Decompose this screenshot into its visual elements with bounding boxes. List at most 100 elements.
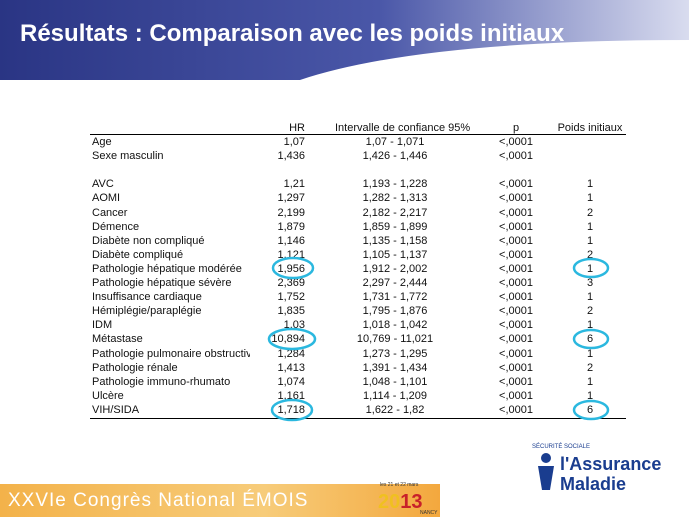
cell: <,0001 [499, 291, 533, 304]
cell: <,0001 [499, 234, 533, 247]
row-label: Pathologie immuno-rhumato [92, 375, 231, 388]
cell: 1,956 [277, 262, 305, 275]
column-header: p [512, 122, 520, 134]
cell: 1,795 - 1,876 [362, 305, 428, 318]
dates: les 21 et 22 mars [380, 482, 419, 488]
row-label: Pathologie hépatique sévère [92, 277, 232, 289]
cell: <,0001 [499, 150, 533, 163]
logo-text: l'Assurance [560, 454, 662, 474]
cell: 1 [586, 220, 594, 233]
cell: <,0001 [499, 375, 533, 388]
cell: 1,135 - 1,158 [362, 234, 428, 247]
year-logo: les 21 et 22 mars 2013 NANCY [376, 482, 440, 517]
row-label: Métastase [92, 333, 143, 346]
row-label: Age [92, 136, 112, 148]
cell: 1 [586, 291, 594, 304]
rule [90, 134, 626, 135]
cell: 1,436 [277, 150, 305, 163]
header-band [0, 0, 689, 80]
cell: <,0001 [499, 277, 533, 289]
assurance-logo: SÉCURITÉ SOCIALE l'Assurance Maladie [530, 440, 680, 510]
cell: <,0001 [499, 319, 533, 332]
column-header: Poids initiaux [557, 122, 623, 134]
cell: 1,105 - 1,137 [362, 248, 428, 261]
cell: 1,07 [283, 136, 305, 148]
cell: 1,426 - 1,446 [362, 150, 428, 163]
row-label: Démence [92, 220, 140, 233]
row-label: Sexe masculin [92, 150, 164, 163]
cell: 1,752 [277, 291, 305, 304]
cell: 1,282 - 1,313 [362, 192, 428, 205]
cell: 2,199 [277, 206, 305, 219]
cell: 1,074 [277, 375, 305, 388]
cell: <,0001 [499, 136, 533, 148]
cell: 2 [586, 361, 594, 374]
year-part: 20 [378, 491, 401, 513]
cell: 1,413 [277, 361, 305, 374]
cell: 1 [586, 375, 594, 388]
cell: 1,391 - 1,434 [362, 361, 428, 374]
cell: 1 [586, 234, 594, 247]
cell: <,0001 [499, 220, 533, 233]
cell: 1,879 [277, 220, 305, 233]
cell: 1 [586, 192, 594, 205]
cell: 6 [586, 333, 594, 346]
row-label: AVC [92, 178, 114, 191]
cell: <,0001 [499, 403, 533, 416]
cell: 2 [586, 206, 594, 219]
cell: 1,622 - 1,82 [365, 403, 425, 416]
city: NANCY [420, 510, 438, 516]
row-label: Diabète non compliqué [92, 234, 205, 247]
cell: 2,297 - 2,444 [362, 277, 428, 289]
cell: <,0001 [499, 389, 533, 402]
cell: 2,369 [277, 277, 305, 289]
column-header: Intervalle de confiance 95% [335, 122, 471, 134]
cell: <,0001 [499, 361, 533, 374]
cell: <,0001 [499, 305, 533, 318]
footer-banner: XXVIe Congrès National ÉMOIS [0, 484, 440, 517]
cell: 2 [586, 305, 594, 318]
row-label: Pathologie rénale [92, 361, 178, 374]
cell: 1,21 [283, 178, 305, 191]
row-label: Pathologie pulmonaire obstructiv [92, 347, 250, 360]
cell: <,0001 [499, 262, 533, 275]
row-label: Hémiplégie/paraplégie [92, 305, 202, 318]
year: 2013 [378, 490, 423, 514]
row-label: Diabète compliqué [92, 248, 184, 261]
row-label: Insuffisance cardiaque [92, 291, 202, 304]
cell: 1,718 [277, 403, 305, 416]
logo-arc: SÉCURITÉ SOCIALE [532, 444, 591, 450]
cell: <,0001 [499, 206, 533, 219]
cell: 1 [586, 347, 594, 360]
cell: <,0001 [499, 347, 533, 360]
cell: 1,161 [277, 389, 305, 402]
cell: 1,835 [277, 305, 305, 318]
cell: 1,912 - 2,002 [362, 262, 428, 275]
congress-name: XXVIe Congrès National ÉMOIS [8, 490, 309, 511]
cell: 2 [586, 248, 594, 261]
highlights [267, 256, 610, 422]
cell: 1,193 - 1,228 [362, 178, 428, 191]
cell: 1 [586, 262, 594, 275]
cell: <,0001 [499, 333, 533, 346]
cell: 2,182 - 2,217 [362, 206, 428, 219]
cell: 10,769 - 11,021 [356, 333, 434, 346]
row-label: AOMI [92, 192, 121, 205]
row-label: Ulcère [92, 389, 124, 402]
title: Résultats : Comparaison avec les poids i… [20, 20, 565, 47]
logo-figure [538, 453, 554, 490]
cell: <,0001 [499, 192, 533, 205]
row-label: Cancer [92, 206, 128, 219]
cell: 1 [586, 319, 594, 332]
year-part: 1 [400, 491, 412, 513]
row-label: IDM [92, 319, 113, 332]
cell: 1,297 [277, 192, 305, 205]
year-part: 3 [411, 491, 423, 513]
cell: 1,731 - 1,772 [362, 291, 428, 304]
cell: 1 [586, 389, 594, 402]
cell: <,0001 [499, 178, 533, 191]
row-label: VIH/SIDA [92, 403, 140, 416]
cell: 1,07 - 1,071 [365, 136, 425, 148]
cell: 3 [586, 277, 594, 289]
